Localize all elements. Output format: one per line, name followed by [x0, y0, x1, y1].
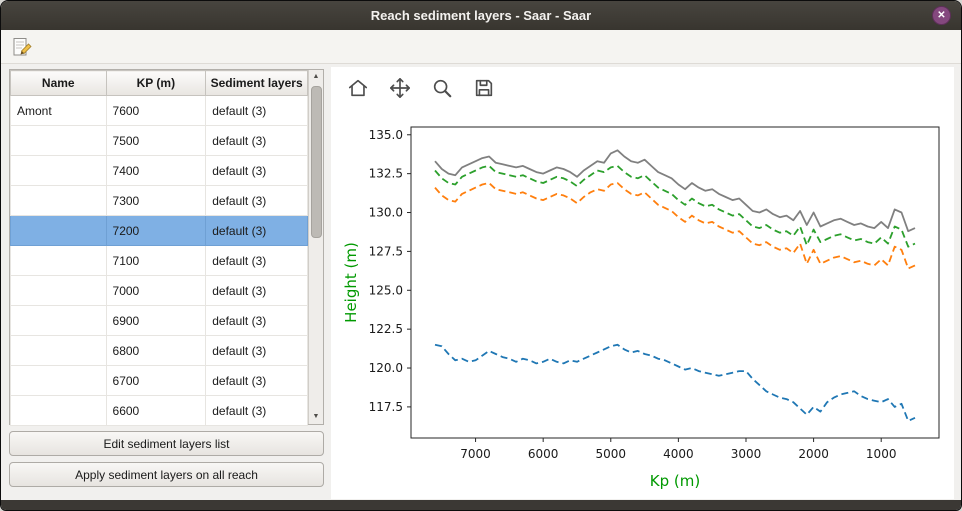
- y-axis-label: Height (m): [342, 242, 360, 323]
- table-row[interactable]: Amont 7600 default (3): [10, 95, 308, 126]
- x-tick-label: 1000: [866, 447, 897, 461]
- table-row[interactable]: 6900 default (3): [10, 305, 308, 336]
- window-title: Reach sediment layers - Saar - Saar: [370, 8, 592, 23]
- series-green-dashed: [434, 165, 916, 248]
- apply-sediment-layers-button[interactable]: Apply sediment layers on all reach: [9, 462, 324, 487]
- table-row[interactable]: 7500 default (3): [10, 125, 308, 156]
- pan-icon: [390, 78, 410, 98]
- cell-kp[interactable]: 6800: [105, 335, 207, 366]
- table-row[interactable]: 7200 default (3): [10, 215, 308, 246]
- edit-sediment-layers-list-button[interactable]: Edit sediment layers list: [9, 431, 324, 456]
- cell-layers[interactable]: default (3): [205, 305, 308, 336]
- series-blue-dashed: [434, 343, 916, 422]
- cell-name[interactable]: [10, 155, 107, 186]
- cell-layers[interactable]: default (3): [205, 335, 308, 366]
- zoom-icon: [433, 79, 452, 98]
- table-row[interactable]: 7400 default (3): [10, 155, 308, 186]
- y-tick-label: 135.0: [369, 128, 403, 142]
- x-tick-label: 7000: [460, 447, 491, 461]
- x-tick-label: 4000: [663, 447, 694, 461]
- plot-save-button[interactable]: [471, 75, 497, 101]
- cell-name[interactable]: [10, 245, 107, 276]
- x-tick-label: 3000: [731, 447, 762, 461]
- y-tick-label: 132.5: [369, 167, 403, 181]
- scroll-up-icon[interactable]: ▲: [312, 73, 320, 80]
- cell-name[interactable]: [10, 275, 107, 306]
- table-header-row: Name KP (m) Sediment layers: [10, 70, 308, 96]
- titlebar[interactable]: Reach sediment layers - Saar - Saar ✕: [1, 1, 961, 31]
- plot-zoom-button[interactable]: [429, 75, 455, 101]
- cell-layers[interactable]: default (3): [205, 365, 308, 396]
- y-tick-label: 117.5: [369, 400, 403, 414]
- cell-kp[interactable]: 6900: [105, 305, 207, 336]
- table-row[interactable]: 7300 default (3): [10, 185, 308, 216]
- cell-kp[interactable]: 6700: [105, 365, 207, 396]
- window-bottom-edge: [1, 500, 961, 510]
- series-grey-solid: [434, 149, 916, 233]
- y-tick-label: 125.0: [369, 283, 403, 297]
- plot-spines: [410, 126, 940, 439]
- cell-kp[interactable]: 6600: [105, 395, 207, 426]
- plot-pan-button[interactable]: [387, 75, 413, 101]
- cell-layers[interactable]: default (3): [205, 95, 308, 126]
- cell-kp[interactable]: 7300: [105, 185, 207, 216]
- close-icon: ✕: [937, 10, 946, 21]
- left-pane: Name KP (m) Sediment layers Amont 7600 def…: [9, 69, 324, 487]
- cell-kp[interactable]: 7100: [105, 245, 207, 276]
- cell-name[interactable]: [10, 215, 107, 246]
- cell-name[interactable]: [10, 335, 107, 366]
- table-row[interactable]: 7000 default (3): [10, 275, 308, 306]
- cell-name[interactable]: [10, 125, 107, 156]
- x-tick-label: 2000: [798, 447, 829, 461]
- sediment-plot-canvas[interactable]: 7000 6000 5000 4000 3000 2000 1000 117.5 120.0 12…: [339, 111, 949, 496]
- edit-note-icon: [13, 37, 32, 55]
- column-header-layers[interactable]: Sediment layers: [205, 70, 308, 96]
- table-row[interactable]: 6700 default (3): [10, 365, 308, 396]
- cell-kp[interactable]: 7500: [105, 125, 207, 156]
- right-pane: 7000 6000 5000 4000 3000 2000 1000 117.5 120.0 12…: [331, 67, 954, 499]
- y-tick-label: 122.5: [369, 322, 403, 336]
- cell-layers[interactable]: default (3): [205, 185, 308, 216]
- column-header-kp[interactable]: KP (m): [105, 70, 207, 96]
- y-tick-label: 130.0: [369, 206, 403, 220]
- app-toolbar: [1, 30, 961, 64]
- x-axis-label: Kp (m): [650, 472, 700, 490]
- home-icon: [348, 79, 368, 97]
- y-tick-label: 120.0: [369, 361, 403, 375]
- sediment-table: Name KP (m) Sediment layers Amont 7600 def…: [9, 69, 324, 426]
- cell-kp[interactable]: 7200: [105, 215, 207, 246]
- scroll-down-icon[interactable]: ▼: [312, 413, 320, 420]
- cell-name[interactable]: [10, 185, 107, 216]
- table-row[interactable]: 7100 default (3): [10, 245, 308, 276]
- plot-home-button[interactable]: [345, 75, 371, 101]
- save-icon: [475, 79, 493, 97]
- cell-layers[interactable]: default (3): [205, 395, 308, 426]
- y-tick-label: 127.5: [369, 244, 403, 258]
- table-scrollbar[interactable]: ▲ ▼: [308, 70, 323, 424]
- column-header-name[interactable]: Name: [10, 70, 107, 96]
- plot-toolbar: [331, 67, 954, 101]
- edit-sediment-button[interactable]: [9, 34, 35, 60]
- close-button[interactable]: ✕: [932, 6, 951, 25]
- cell-name[interactable]: Amont: [10, 95, 107, 126]
- cell-kp[interactable]: 7400: [105, 155, 207, 186]
- cell-layers[interactable]: default (3): [205, 245, 308, 276]
- x-tick-label: 5000: [596, 447, 627, 461]
- cell-name[interactable]: [10, 395, 107, 426]
- x-tick-label: 6000: [528, 447, 559, 461]
- series-orange-dashed: [434, 182, 916, 270]
- cell-kp[interactable]: 7000: [105, 275, 207, 306]
- cell-layers[interactable]: default (3): [205, 155, 308, 186]
- table-row[interactable]: 6600 default (3): [10, 395, 308, 426]
- cell-layers[interactable]: default (3): [205, 275, 308, 306]
- cell-layers[interactable]: default (3): [205, 125, 308, 156]
- table-row[interactable]: 6800 default (3): [10, 335, 308, 366]
- scrollbar-thumb[interactable]: [311, 86, 322, 238]
- cell-kp[interactable]: 7600: [105, 95, 207, 126]
- cell-name[interactable]: [10, 365, 107, 396]
- cell-name[interactable]: [10, 305, 107, 336]
- cell-layers[interactable]: default (3): [205, 215, 308, 246]
